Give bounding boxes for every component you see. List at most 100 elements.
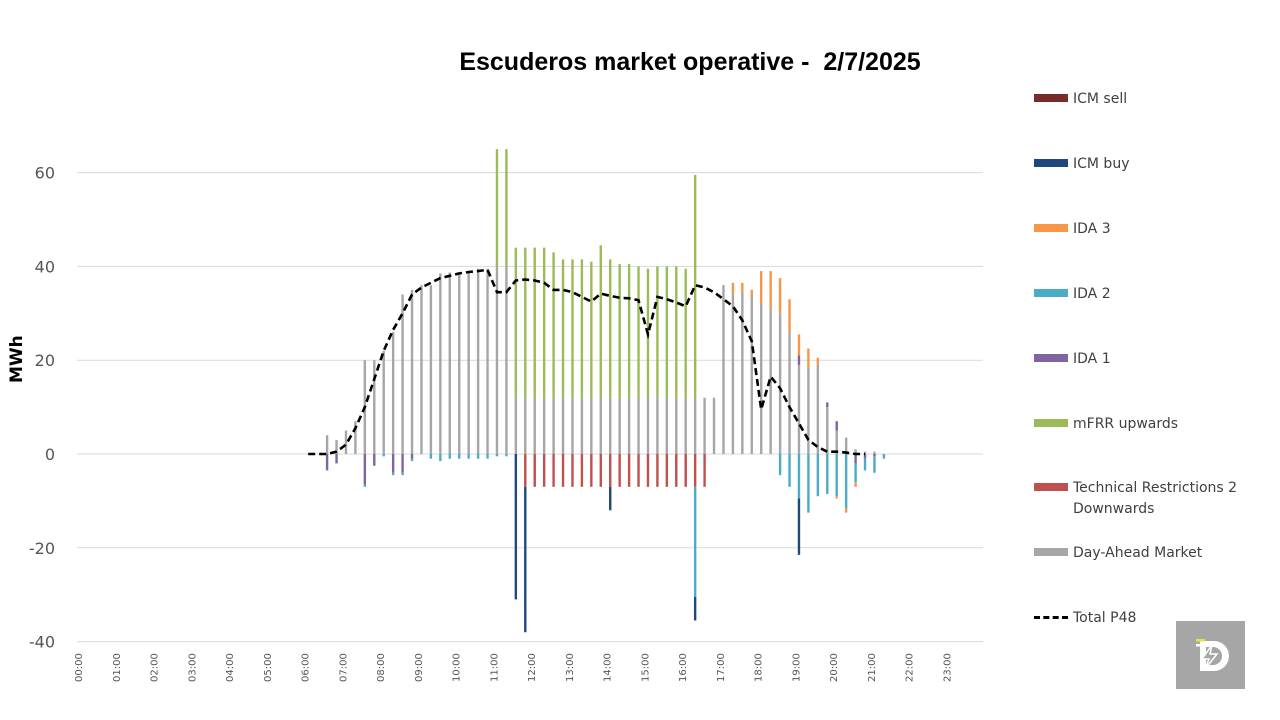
bar-ida-3 [797, 334, 801, 356]
bar-ida-3 [807, 348, 810, 368]
legend-item: IDA 3 [1034, 219, 1253, 240]
bar-day-ahead-market [590, 397, 593, 454]
bar-icm-buy [609, 486, 612, 511]
bar-technical-restrictions-2-downwards [703, 454, 706, 487]
legend-item: Total P48 [1034, 608, 1253, 629]
bar-ida-2 [693, 486, 697, 598]
bar-day-ahead-market [391, 332, 395, 454]
bar-technical-restrictions-2-downwards [533, 454, 536, 487]
bar-day-ahead-market [627, 397, 631, 454]
bar-mfrr-upwards [524, 247, 527, 398]
bar-ida-1 [863, 454, 867, 459]
x-tick-label: 20:00 [829, 653, 840, 682]
bar-day-ahead-market [646, 397, 650, 454]
y-tick-label: 20 [35, 351, 55, 370]
bar-day-ahead-market [778, 313, 782, 454]
bar-ida-1 [363, 454, 367, 485]
x-tick-label: 10:00 [452, 653, 463, 682]
bar-technical-restrictions-2-downwards [637, 454, 640, 487]
legend-item: Day-Ahead Market [1034, 543, 1253, 564]
x-tick-label: 21:00 [867, 653, 878, 682]
x-tick-label: 05:00 [263, 653, 274, 682]
bar-ida-2 [401, 472, 404, 476]
bar-day-ahead-market [703, 397, 706, 454]
bar-day-ahead-market [675, 397, 678, 454]
bar-day-ahead-market [750, 296, 753, 454]
y-tick-label: 40 [35, 257, 55, 276]
bar-mfrr-upwards [495, 149, 499, 267]
bar-day-ahead-market [486, 268, 489, 454]
bar-day-ahead-market [760, 303, 763, 454]
legend-item: ICM buy [1034, 154, 1253, 175]
bar-day-ahead-market [741, 292, 744, 454]
bar-day-ahead-market [524, 397, 527, 454]
x-tick-label: 06:00 [301, 653, 312, 682]
bar-ida-2 [835, 454, 838, 497]
bar-technical-restrictions-2-downwards [552, 454, 555, 487]
bar-mfrr-upwards [542, 247, 546, 398]
legend-swatch-icon [1034, 419, 1068, 427]
bar-day-ahead-market [826, 407, 829, 454]
bar-day-ahead-market [807, 367, 810, 454]
bar-technical-restrictions-2-downwards [656, 454, 659, 487]
legend-swatch-icon [1034, 159, 1068, 167]
bar-ida-2 [382, 454, 385, 457]
bar-ida-1 [410, 454, 414, 459]
bar-technical-restrictions-2-downwards [524, 454, 527, 487]
bar-day-ahead-market [580, 397, 584, 454]
bar-ida-1 [854, 454, 857, 464]
bar-day-ahead-market [788, 332, 791, 454]
legend-swatch-icon [1034, 94, 1068, 102]
bar-technical-restrictions-2-downwards [580, 454, 584, 487]
bar-technical-restrictions-2-downwards [675, 454, 678, 487]
bar-ida-1 [826, 402, 829, 408]
x-tick-label: 03:00 [187, 653, 198, 682]
legend-label: Technical Restrictions 2 Downwards [1073, 480, 1238, 517]
bar-ida-2 [495, 454, 499, 457]
x-tick-label: 18:00 [754, 653, 765, 682]
bar-icm-buy [693, 597, 697, 621]
bar-ida-2 [807, 454, 810, 513]
bar-ida-2 [778, 454, 782, 476]
bar-ida-1 [325, 454, 329, 471]
x-tick-label: 09:00 [414, 653, 425, 682]
bar-ida-1 [373, 454, 376, 466]
legend-item: mFRR upwards [1034, 414, 1253, 435]
x-tick-label: 04:00 [225, 653, 236, 682]
bar-ida-3 [769, 271, 772, 309]
bar-day-ahead-market [410, 289, 414, 454]
bar-mfrr-upwards [514, 247, 518, 398]
bar-ida-2 [448, 454, 451, 459]
bar-ida-1 [835, 421, 838, 431]
bar-ida-2 [844, 454, 848, 508]
brand-logo [1176, 621, 1245, 689]
x-tick-label: 12:00 [527, 653, 538, 682]
bar-ida-2 [429, 454, 433, 459]
bar-day-ahead-market [325, 435, 329, 454]
bar-ida-2 [410, 458, 414, 462]
bar-day-ahead-market [476, 268, 480, 454]
bar-mfrr-upwards [552, 252, 555, 398]
bar-ida-3 [854, 482, 857, 487]
bar-technical-restrictions-2-downwards [665, 454, 669, 487]
bar-ida-3 [750, 289, 753, 297]
lightning-d-logo-icon [1196, 639, 1229, 671]
y-tick-label: 60 [35, 164, 55, 183]
bar-ida-2 [863, 458, 867, 471]
bar-day-ahead-market [495, 266, 499, 454]
bar-day-ahead-market [561, 397, 565, 454]
bar-ida-2 [797, 454, 801, 499]
bar-day-ahead-market [684, 397, 687, 454]
x-tick-label: 23:00 [942, 653, 953, 682]
legend-item: ICM sell [1034, 89, 1253, 110]
bar-ida-2 [476, 454, 480, 459]
bar-technical-restrictions-2-downwards [542, 454, 546, 487]
bar-mfrr-upwards [618, 264, 621, 398]
bar-technical-restrictions-2-downwards [693, 454, 697, 487]
bar-ida-2 [391, 472, 395, 476]
x-tick-label: 00:00 [74, 653, 85, 682]
bar-ida-2 [826, 454, 829, 494]
bar-day-ahead-market [844, 437, 848, 454]
bar-day-ahead-market [429, 285, 433, 454]
legend-item: IDA 1 [1034, 349, 1253, 370]
